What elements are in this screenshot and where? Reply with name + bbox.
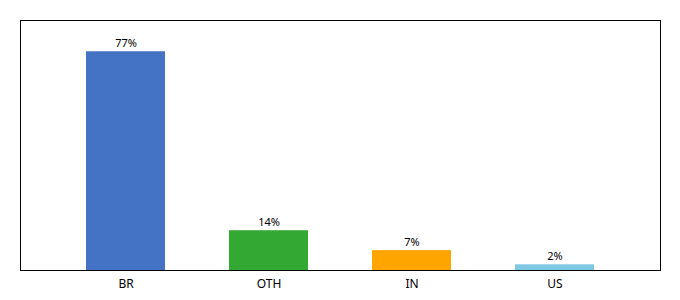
svg-text:OTH: OTH — [257, 275, 282, 292]
svg-text:14%: 14% — [258, 214, 280, 229]
svg-text:IN: IN — [405, 275, 418, 292]
svg-text:2%: 2% — [547, 248, 562, 263]
svg-text:7%: 7% — [404, 234, 419, 249]
svg-text:77%: 77% — [115, 35, 137, 50]
svg-text:BR: BR — [118, 275, 134, 292]
svg-text:US: US — [547, 275, 563, 292]
